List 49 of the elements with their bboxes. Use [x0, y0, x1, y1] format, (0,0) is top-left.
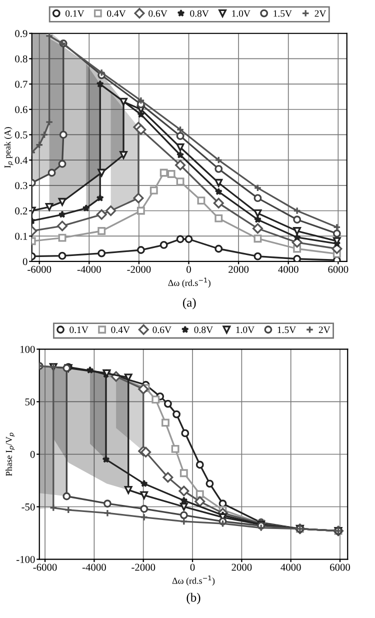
x-tick-label: -6000: [33, 564, 57, 571]
x-tick-label: 2000: [232, 564, 252, 571]
legend-label: 0.1V: [70, 326, 88, 334]
legend-label: 1.0V: [236, 326, 254, 334]
y-axis-title: Phase I$_{p}$/V$_{p}$: [6, 432, 15, 476]
y-tick-label: 100: [20, 346, 35, 353]
legend-label: 1.0V: [232, 10, 250, 17]
x-tick-label: -2000: [132, 564, 156, 571]
y-tick-label: 0: [30, 450, 35, 458]
x-tick-label: -2000: [127, 266, 151, 273]
legend-label: 1.5V: [278, 326, 296, 334]
legend-label: 1.5V: [274, 10, 292, 17]
legend-label: 0.1V: [66, 10, 84, 17]
y-tick-label: 0.6: [15, 106, 28, 114]
y-tick-label: 50: [25, 398, 35, 406]
legend-label: 2V: [318, 326, 330, 334]
y-tick-label: -50: [22, 503, 35, 510]
x-axis-title: Δω (rd.s$^{−1}$): [172, 576, 215, 586]
legend-label: 0.8V: [190, 10, 209, 17]
y-tick-label: 0.3: [15, 182, 28, 190]
legend-label: 0.4V: [107, 10, 126, 17]
x-tick-label: 0: [186, 266, 191, 273]
x-tick-label: 6000: [328, 266, 348, 273]
y-tick-label: 0.2: [15, 207, 28, 214]
x-tick-label: -6000: [28, 266, 52, 273]
text: (a): [182, 298, 196, 310]
x-tick-label: 0: [190, 564, 195, 571]
x-tick-label: 4000: [278, 266, 298, 273]
legend-label: 0.8V: [194, 326, 213, 334]
legend-label: 0.4V: [111, 326, 130, 334]
legend-label: 0.6V: [148, 10, 168, 17]
x-tick-label: 4000: [280, 564, 301, 571]
legend-label: 0.6V: [152, 326, 172, 334]
y-tick-label: 0.9: [15, 30, 28, 38]
x-tick-label: -4000: [82, 564, 106, 571]
x-tick-label: 6000: [330, 564, 350, 571]
text: (b): [186, 592, 200, 604]
y-tick-label: 0.8: [15, 55, 28, 62]
y-tick-label: 0.5: [15, 131, 28, 138]
x-tick-label: 2000: [228, 266, 249, 273]
y-tick-label: -100: [16, 556, 35, 564]
y-tick-label: 0: [22, 258, 28, 266]
y-axis-title: I$_{p}$ peak (A): [4, 127, 14, 168]
x-axis-title: Δω (rd.s$^{−1}$): [168, 278, 210, 288]
legend-label: 2V: [314, 10, 326, 17]
y-tick-label: 0.4: [15, 156, 28, 164]
y-tick-label: 0.1: [15, 232, 28, 240]
y-tick-label: 0.7: [15, 80, 28, 88]
x-tick-label: -4000: [77, 266, 101, 273]
